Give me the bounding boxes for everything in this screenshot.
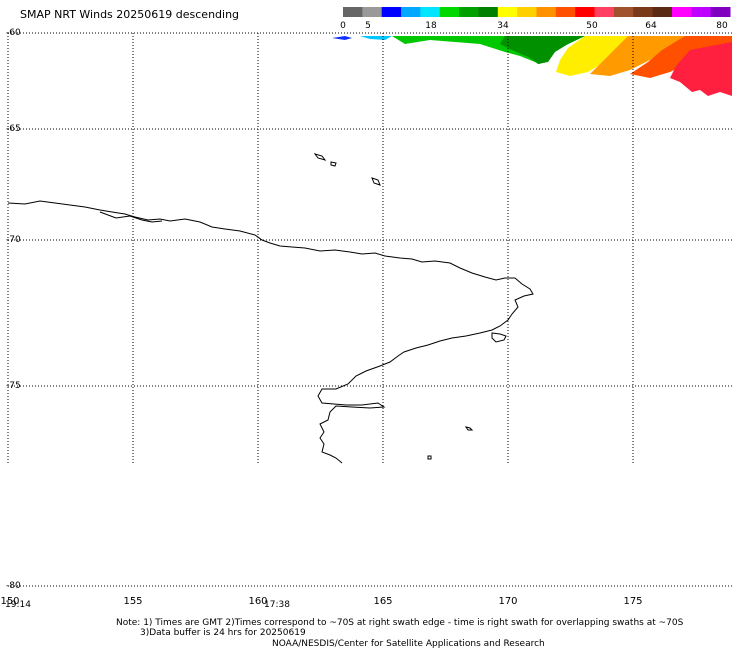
wind-swath-red bbox=[670, 42, 732, 96]
wind-swath-low-speed bbox=[332, 36, 352, 40]
island-3 bbox=[371, 177, 381, 186]
colorbar-tick-0: 0 bbox=[340, 21, 346, 31]
colorbar-swatch bbox=[710, 7, 731, 17]
colorbar-swatch bbox=[381, 7, 402, 17]
colorbar-swatch bbox=[536, 7, 557, 17]
graticule bbox=[7, 32, 732, 587]
lon-label-160: 160 bbox=[248, 596, 268, 607]
colorbar-swatches bbox=[343, 7, 731, 17]
island-1 bbox=[313, 153, 327, 161]
colorbar-tick-34: 34 bbox=[497, 21, 509, 31]
colorbar-swatch bbox=[613, 7, 634, 17]
island-5 bbox=[427, 455, 432, 460]
colorbar-swatch bbox=[517, 7, 537, 17]
island-2 bbox=[330, 161, 337, 167]
lat-label-80: -80 bbox=[6, 581, 21, 591]
coastline-glacier-tongue bbox=[99, 211, 163, 223]
colorbar-swatch bbox=[575, 7, 596, 17]
island-4 bbox=[464, 426, 474, 431]
colorbar-swatch bbox=[652, 7, 673, 17]
colorbar-swatch bbox=[691, 7, 712, 17]
coastline-main bbox=[7, 200, 534, 464]
lat-label-60: -60 bbox=[6, 28, 21, 38]
colorbar-swatch bbox=[439, 7, 460, 17]
coastline-inlet bbox=[491, 332, 507, 343]
colorbar-swatch bbox=[343, 7, 363, 17]
wind-swath-dark-green bbox=[500, 36, 585, 64]
colorbar-swatch bbox=[671, 7, 692, 17]
footer-credit: NOAA/NESDIS/Center for Satellite Applica… bbox=[272, 639, 545, 649]
lat-label-75: -75 bbox=[6, 381, 21, 391]
footer-note-line1: Note: 1) Times are GMT 2)Times correspon… bbox=[116, 618, 684, 628]
colorbar-swatch bbox=[594, 7, 615, 17]
map-title: SMAP NRT Winds 20250619 descending bbox=[20, 8, 240, 21]
lat-label-70: -70 bbox=[6, 235, 21, 245]
swath-time-2: 17:38 bbox=[264, 600, 290, 610]
colorbar-swatch bbox=[555, 7, 576, 17]
lon-label-150: 150 bbox=[0, 596, 20, 607]
lon-label-165: 165 bbox=[373, 596, 393, 607]
colorbar-swatch bbox=[633, 7, 654, 17]
lat-label-65: -65 bbox=[6, 124, 21, 134]
wind-swath-red-orange bbox=[630, 36, 732, 78]
lon-label-175: 175 bbox=[623, 596, 643, 607]
colorbar-tick-64: 64 bbox=[645, 21, 657, 31]
coastline bbox=[7, 153, 534, 464]
colorbar-swatch bbox=[497, 7, 518, 17]
lon-label-170: 170 bbox=[498, 596, 518, 607]
colorbar-swatch bbox=[401, 7, 421, 17]
wind-swath-cyan bbox=[360, 36, 392, 40]
colorbar-swatch bbox=[459, 7, 479, 17]
wind-swath bbox=[332, 36, 732, 96]
colorbar-swatch bbox=[478, 7, 499, 17]
colorbar-tick-50: 50 bbox=[586, 21, 598, 31]
wind-swath-orange bbox=[590, 36, 700, 76]
colorbar-tick-80: 80 bbox=[716, 21, 728, 31]
colorbar-swatch bbox=[362, 7, 383, 17]
colorbar-tick-18: 18 bbox=[425, 21, 437, 31]
colorbar-swatch bbox=[420, 7, 441, 17]
colorbar-tick-5: 5 bbox=[365, 21, 371, 31]
lon-label-155: 155 bbox=[123, 596, 143, 607]
swath-time-1: 19:14 bbox=[5, 600, 31, 610]
footer-note-line2: 3)Data buffer is 24 hrs for 20250619 bbox=[140, 628, 306, 638]
